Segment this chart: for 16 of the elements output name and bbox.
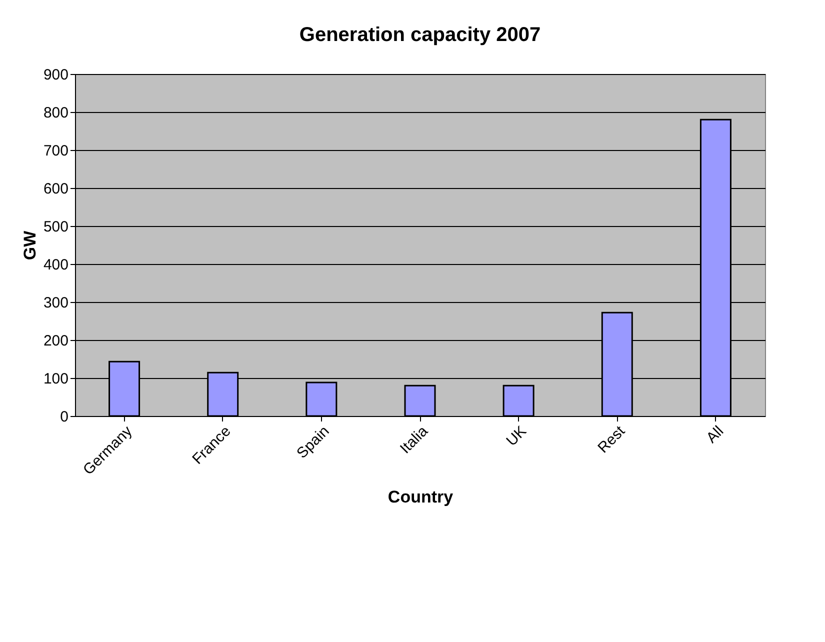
chart-title: Generation capacity 2007	[299, 24, 541, 46]
y-tick-label: 200	[43, 332, 68, 350]
x-tick-label: All	[703, 422, 728, 447]
x-tick-label: Italia	[396, 422, 432, 458]
y-tick-label: 600	[43, 180, 68, 198]
y-tick-label: 100	[43, 370, 68, 388]
y-tick-label: 300	[43, 294, 68, 312]
y-tick-label: 800	[43, 104, 68, 122]
y-tick-label: 0	[60, 408, 68, 426]
y-tick-label: 400	[43, 256, 68, 274]
y-axis-title: GW	[20, 230, 40, 260]
x-axis-title: Country	[388, 488, 454, 507]
y-tick-label: 900	[43, 66, 68, 84]
x-tick-label: UK	[503, 422, 530, 450]
y-tick-label: 700	[43, 142, 68, 160]
y-tick-label: 500	[43, 218, 68, 236]
